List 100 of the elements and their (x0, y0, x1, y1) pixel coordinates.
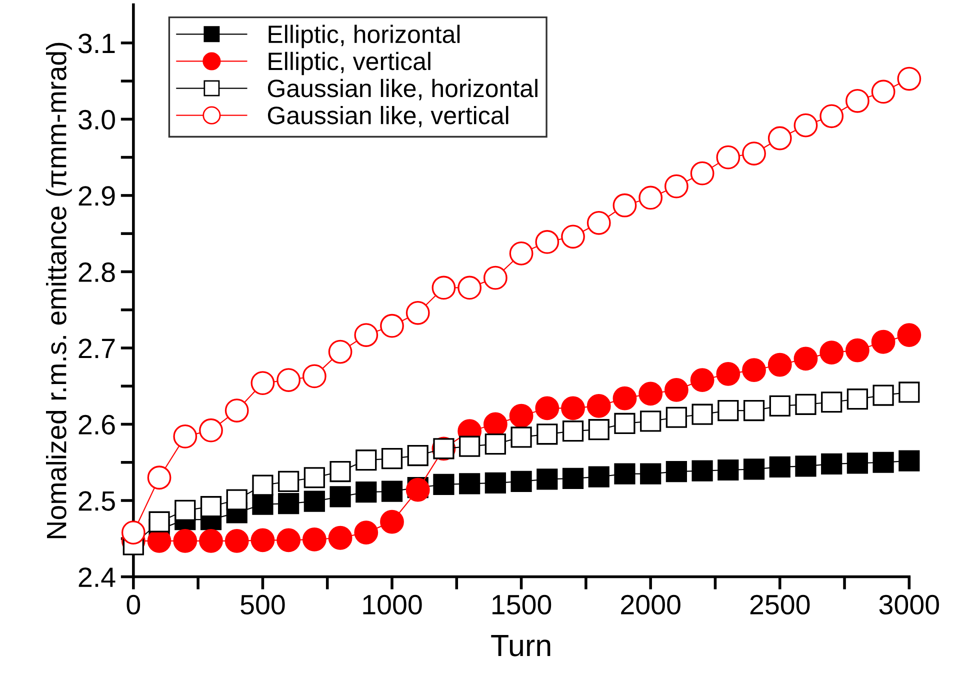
point (586, 394, 611, 418)
point (743, 458, 765, 480)
point (897, 66, 922, 91)
point (664, 174, 688, 198)
point (897, 323, 922, 347)
point (898, 450, 920, 472)
point (250, 371, 275, 396)
point (872, 452, 894, 473)
point (666, 460, 687, 482)
point (510, 470, 532, 492)
point (330, 486, 351, 508)
x-tick-label: 1000 (363, 594, 422, 615)
point (640, 463, 662, 484)
point (846, 88, 870, 113)
point (612, 386, 637, 410)
point (432, 276, 456, 300)
point (846, 338, 870, 362)
x-tick-label: 500 (240, 594, 285, 615)
point (250, 528, 275, 552)
point (356, 482, 377, 503)
point (794, 113, 818, 138)
point (820, 340, 844, 364)
point (692, 460, 713, 482)
point (535, 396, 560, 420)
y-tick-label: 3.1 (78, 34, 115, 54)
point (380, 510, 404, 534)
x-tick-label: 0 (126, 594, 140, 615)
point (820, 104, 844, 128)
point (252, 494, 274, 515)
point (302, 527, 326, 552)
y-tick-label: 2.4 (78, 567, 116, 587)
point (304, 490, 325, 512)
point (276, 368, 301, 392)
x-tick-label: 2000 (621, 594, 680, 615)
legend-label: Gaussian like, vertical (268, 106, 508, 128)
y-tick-label: 2.7 (78, 338, 115, 358)
point (328, 526, 352, 550)
point (509, 404, 534, 428)
point (278, 493, 300, 514)
point (147, 466, 172, 490)
y-tick-label: 2.5 (78, 491, 115, 511)
x-tick-label: 3000 (879, 594, 939, 615)
point (664, 378, 688, 402)
point (768, 352, 792, 377)
point (535, 230, 560, 254)
point (718, 459, 739, 481)
point (690, 368, 714, 392)
point (328, 340, 352, 364)
point (716, 145, 740, 170)
point (199, 418, 223, 442)
point (406, 300, 430, 325)
x-axis-title: Turn (491, 635, 550, 656)
point (638, 382, 663, 406)
point (380, 314, 404, 338)
point (742, 358, 766, 382)
point (458, 276, 482, 300)
point (224, 528, 249, 553)
point (690, 161, 714, 186)
point (716, 362, 740, 386)
point (174, 500, 196, 521)
point (224, 398, 249, 422)
point (199, 528, 223, 553)
point (742, 142, 766, 166)
legend-label: Elliptic, horizontal (268, 24, 460, 48)
point (795, 456, 816, 477)
x-tick-label: 1500 (492, 594, 552, 615)
point (433, 474, 454, 496)
point (483, 266, 508, 290)
point (354, 323, 378, 347)
point (536, 468, 558, 490)
point (871, 330, 896, 354)
point (561, 224, 585, 249)
point (459, 436, 480, 457)
y-tick-label: 2.6 (78, 414, 115, 435)
point (614, 463, 636, 484)
point (459, 473, 480, 494)
point (588, 466, 610, 488)
point (173, 424, 198, 448)
point (794, 346, 818, 371)
y-tick-label: 3.0 (78, 110, 115, 130)
legend-label: Gaussian like, horizontal (268, 78, 538, 100)
point (846, 452, 868, 474)
point (173, 528, 198, 553)
y-axis-title: Nomalized r.m.s. emittance (πmm-mrad) (46, 42, 72, 538)
point (302, 364, 326, 388)
point (562, 468, 584, 489)
point (871, 80, 896, 104)
y-tick-label: 2.8 (78, 262, 115, 282)
legend-label: Elliptic, vertical (268, 52, 430, 76)
point (121, 520, 146, 544)
point (381, 480, 403, 502)
point (484, 472, 506, 494)
point (276, 528, 301, 552)
point (148, 511, 170, 532)
point (768, 126, 792, 150)
point (509, 241, 534, 266)
point (561, 396, 585, 420)
point (406, 478, 430, 502)
point (638, 186, 663, 210)
y-tick-label: 2.9 (78, 186, 115, 206)
